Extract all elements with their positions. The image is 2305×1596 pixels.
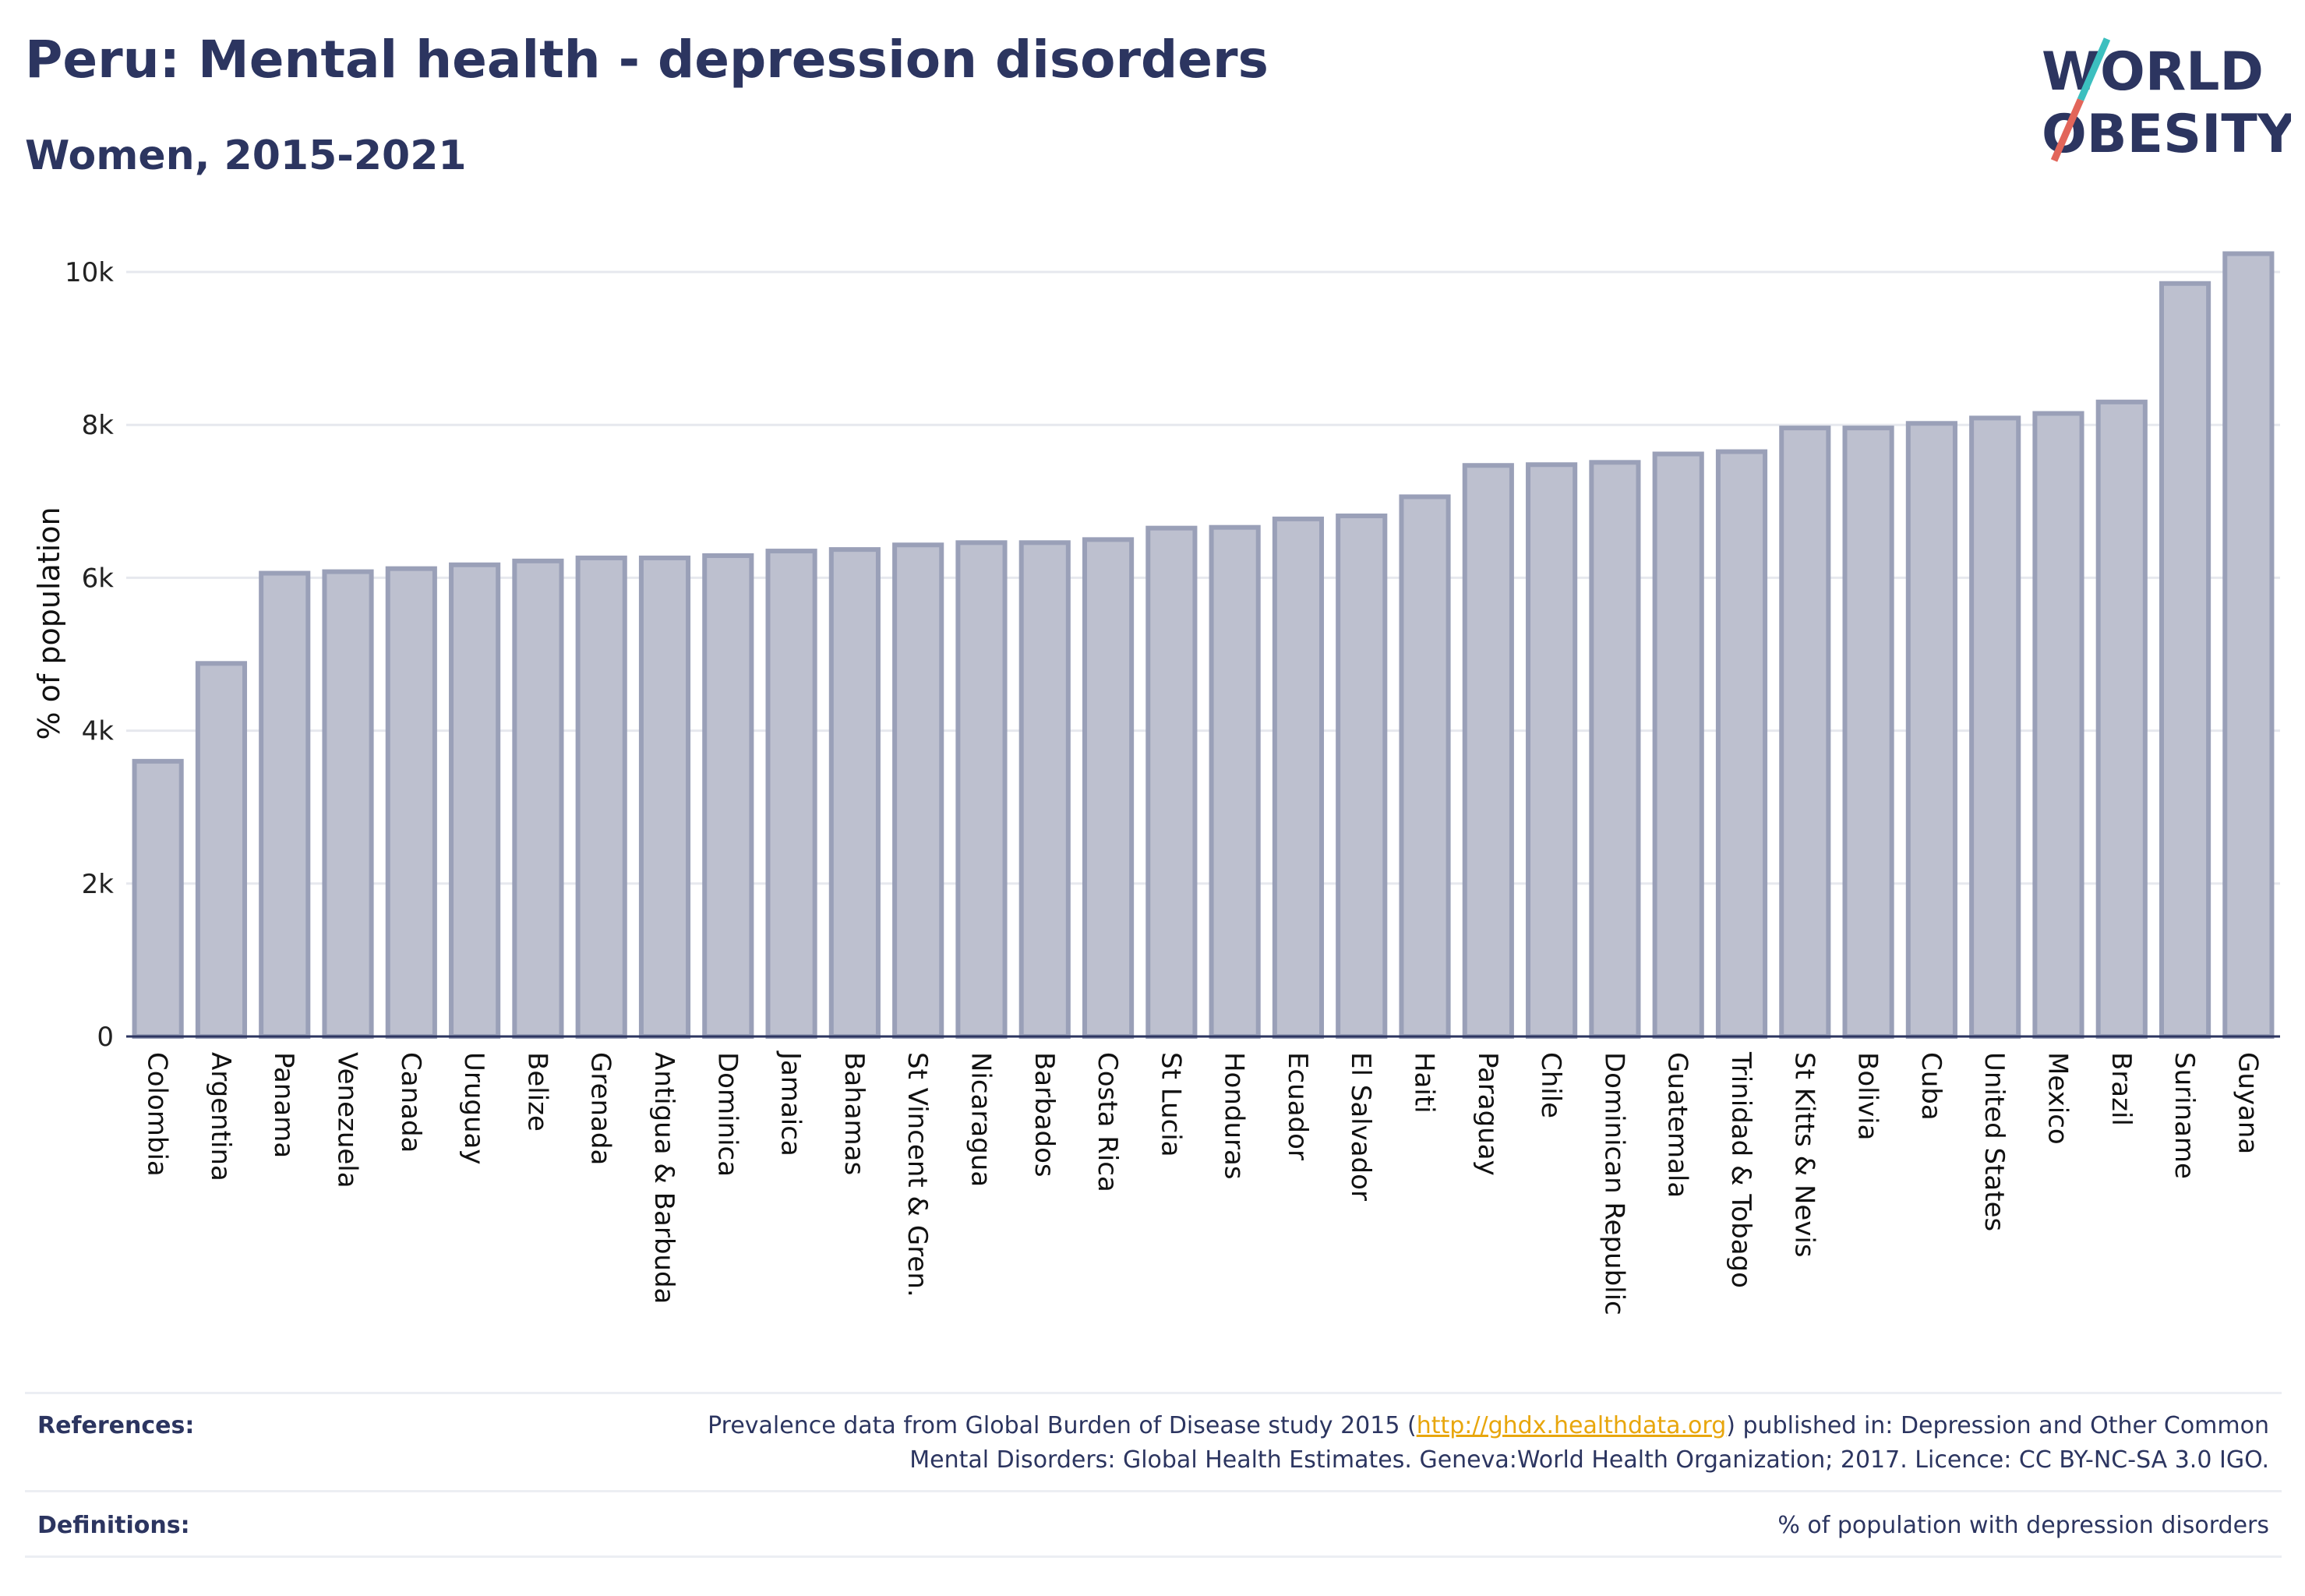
bar [828,547,881,1039]
bar [2032,411,2084,1039]
references-text: Prevalence data from Global Burden of Di… [708,1409,2269,1478]
bar [1462,463,1514,1039]
logo-slash-red [2050,98,2084,162]
bar [575,555,627,1039]
bar [1082,537,1135,1039]
bar [195,661,248,1039]
logo-line1: WORLD [2042,41,2264,103]
x-tick-label: Brazil [2106,1052,2137,1126]
footer-divider-bottom [25,1555,2282,1558]
bar [1589,460,1641,1039]
x-tick-label: Paraguay [1472,1052,1503,1176]
x-tick-label: Antigua & Barbuda [648,1052,679,1304]
x-tick-label: Panama [268,1052,299,1158]
bar [385,566,437,1039]
references-text-pre: Prevalence data from Global Burden of Di… [708,1412,1417,1439]
x-tick-label: Nicaragua [965,1052,996,1187]
bar [2159,281,2211,1039]
bar [132,758,184,1039]
x-tick-label: Dominica [711,1052,743,1177]
bar [1336,513,1388,1039]
bar [2222,251,2275,1039]
y-tick-label: 8k [82,410,115,441]
definitions-row: Definitions: % of population with depres… [25,1509,2282,1548]
x-tick-label: El Salvador [1345,1052,1376,1201]
references-text-post: ) published in: Depression and Other Com… [1726,1412,2269,1439]
chart-subtitle: Women, 2015-2021 [25,132,467,179]
x-tick-label: Dominican Republic [1598,1052,1629,1315]
references-label: References: [37,1412,195,1439]
references-link[interactable]: http://ghdx.healthdata.org [1416,1412,1727,1439]
x-tick-label: Bolivia [1852,1052,1883,1140]
bar [259,570,311,1039]
x-tick-label: Ecuador [1282,1052,1313,1160]
references-line2: Mental Disorders: Global Health Estimate… [909,1446,2269,1474]
bar [1145,525,1198,1039]
definitions-label: Definitions: [37,1512,190,1539]
x-tick-label: Grenada [585,1052,616,1165]
x-tick-label: Guatemala [1662,1052,1693,1198]
bar [765,549,817,1039]
x-tick-label: Argentina [205,1052,236,1181]
bar [955,540,1008,1039]
y-tick-label: 4k [82,716,115,747]
x-tick-label: Venezuela [332,1052,363,1188]
bar [1018,540,1071,1039]
y-tick-labels: 0 2k 4k 6k 8k 10k [65,257,114,1053]
x-tick-label: Cuba [1915,1052,1947,1121]
x-tick-label: Chile [1535,1052,1566,1118]
bars [132,251,2275,1039]
bar-chart: 0 2k 4k 6k 8k 10k Colombia Argentina Panama Vene… [32,251,2280,1315]
x-tick-label: Colombia [142,1052,173,1177]
bar [1526,462,1578,1039]
x-tick-label: United States [1978,1052,2010,1231]
x-tick-label: Jamaica [775,1050,807,1156]
footer-divider-middle [25,1490,2282,1492]
bar [1905,421,1957,1039]
x-tick-label: Uruguay [458,1052,489,1165]
bar [892,542,944,1039]
x-tick-label: St Vincent & Gren. [902,1052,933,1298]
x-tick-label: Costa Rica [1092,1052,1123,1192]
y-tick-label: 6k [82,563,115,594]
bar [1399,494,1451,1039]
x-tick-label: St Kitts & Nevis [1788,1052,1820,1258]
bar [2095,399,2148,1039]
x-tick-label: Barbados [1029,1052,1060,1178]
bar [702,553,754,1039]
x-tick-label: Belize [521,1052,552,1132]
x-tick-label: Bahamas [838,1052,870,1175]
definitions-text: % of population with depression disorder… [1777,1512,2269,1539]
x-tick-labels: Colombia Argentina Panama Venezuela Canada Ur… [142,1050,2264,1315]
x-tick-label: Suriname [2169,1052,2200,1179]
bar [449,562,501,1039]
x-tick-label: Haiti [1409,1052,1440,1114]
y-tick-label: 0 [97,1022,114,1053]
y-tick-label: 10k [65,257,114,288]
bar [322,569,374,1039]
y-axis-title: % of population [32,507,66,740]
x-tick-label: Trinidad & Tobago [1725,1051,1756,1288]
bar [1779,425,1831,1039]
references-row: References: Prevalence data from Global … [25,1409,2282,1495]
bar [1209,524,1261,1039]
bar [1969,415,2021,1039]
logo-slash-teal [2077,37,2111,101]
x-tick-label: Mexico [2042,1052,2073,1145]
footer-divider-top [25,1392,2282,1394]
bar [1272,516,1325,1039]
y-tick-label: 2k [82,869,115,900]
bar [1715,449,1768,1039]
world-obesity-logo: WORLD OBESITY [2042,37,2291,165]
x-tick-label: Honduras [1219,1052,1250,1180]
x-tick-label: Canada [395,1052,426,1153]
x-tick-label: Guyana [2232,1052,2263,1154]
chart-title: Peru: Mental health - depression disorde… [25,30,1269,90]
bar [638,555,691,1039]
bar [512,558,564,1039]
bar [1652,451,1704,1039]
x-tick-label: St Lucia [1155,1052,1186,1157]
bar [1842,425,1894,1039]
logo-line2: OBESITY [2042,104,2291,165]
